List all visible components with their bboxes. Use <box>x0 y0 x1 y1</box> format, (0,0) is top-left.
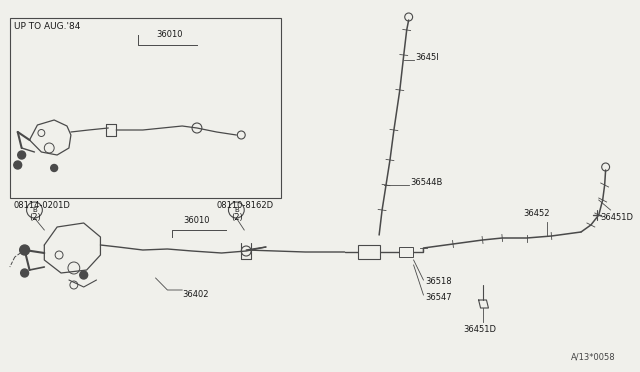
Text: 3645I: 3645I <box>415 52 439 61</box>
Circle shape <box>18 151 26 159</box>
Text: A/13*0058: A/13*0058 <box>571 353 616 362</box>
Circle shape <box>51 164 58 171</box>
Bar <box>358 245 380 259</box>
Text: (2): (2) <box>29 212 42 221</box>
Text: 36451D: 36451D <box>463 325 496 334</box>
Bar <box>399 247 413 257</box>
Text: 36451D: 36451D <box>601 213 634 222</box>
Text: B: B <box>234 207 239 213</box>
Text: 36547: 36547 <box>426 293 452 302</box>
Text: 36544B: 36544B <box>411 177 443 186</box>
Text: 36010: 36010 <box>184 216 210 225</box>
Text: UP TO AUG.'84: UP TO AUG.'84 <box>14 22 80 31</box>
Text: 36010: 36010 <box>156 30 182 39</box>
Bar <box>10 18 281 198</box>
Circle shape <box>80 271 88 279</box>
Circle shape <box>14 161 22 169</box>
Circle shape <box>20 269 29 277</box>
Text: 36452: 36452 <box>524 209 550 218</box>
Text: 36518: 36518 <box>426 277 452 286</box>
Text: 08110-8162D: 08110-8162D <box>217 201 274 209</box>
Text: B: B <box>32 207 37 213</box>
Text: 08114-0201D: 08114-0201D <box>14 201 70 209</box>
Text: 36402: 36402 <box>182 290 209 299</box>
Circle shape <box>20 245 29 255</box>
Text: (2): (2) <box>232 212 243 221</box>
